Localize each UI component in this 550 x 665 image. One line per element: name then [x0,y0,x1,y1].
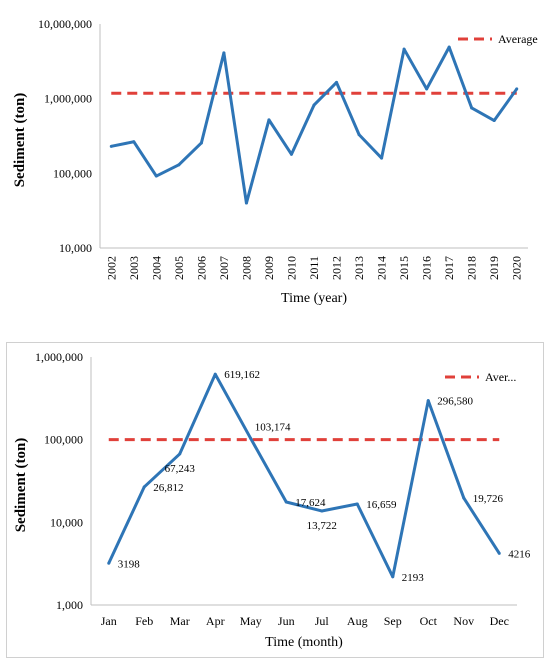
x-tick-label: Aug [347,614,368,628]
sediment-data-point [249,437,253,441]
x-tick-label: 2005 [172,256,186,280]
sediment-data-point [492,119,496,123]
legend-label: Aver... [485,370,516,384]
x-axis-title: Time (month) [265,635,343,650]
data-label: 16,659 [366,499,397,511]
x-tick-label: Oct [420,614,438,628]
sediment-data-point [335,80,339,84]
sediment-data-point [267,118,271,122]
x-tick-label: Nov [453,614,474,628]
y-tick-label: 100,000 [53,166,92,180]
data-label: 2193 [402,572,425,584]
y-tick-label: 1,000 [56,598,83,612]
x-tick-label: Mar [170,614,190,628]
y-tick-label: 10,000 [59,241,92,255]
sediment-data-point [284,500,288,504]
sediment-data-point [355,502,359,506]
x-tick-label: 2013 [352,256,366,280]
sediment-data-point [515,87,519,91]
x-tick-label: May [240,614,262,628]
x-tick-label: Apr [206,614,225,628]
data-label: 3198 [118,558,141,570]
sediment-data-point [244,201,248,205]
monthly-sediment-chart-svg: 1,000 10,000 100,000 1,000,000 Jan Feb Mar Apr M… [13,350,531,650]
x-axis-title: Time (year) [281,291,347,306]
sediment-data-point [142,485,146,489]
y-tick-label: 1,000,000 [35,350,83,364]
x-tick-label: Jun [278,614,295,628]
x-tick-label: 2002 [104,256,118,280]
sediment-data-point [109,144,113,148]
x-tick-label: 2011 [307,256,321,280]
sediment-data-point [391,575,395,579]
data-label: 4216 [508,548,531,560]
x-tick-label: 2006 [194,256,208,280]
sediment-data-point [426,399,430,403]
x-tick-label: Feb [135,614,153,628]
monthly-sediment-chart: 1,000 10,000 100,000 1,000,000 Jan Feb Mar Apr M… [6,342,544,658]
x-tick-label: 2016 [420,256,434,280]
sediment-data-point [107,561,111,565]
sediment-data-point [402,47,406,51]
annual-sediment-chart-svg: 10,000 100,000 1,000,000 10,000,000 2002 2003… [12,17,538,306]
y-tick-label: 1,000,000 [44,92,92,106]
data-label: 67,243 [165,463,196,475]
data-label: 19,726 [473,493,504,505]
data-label: 103,174 [255,422,291,434]
y-axis-title: Sediment (ton) [13,438,29,533]
y-axis-title: Sediment (ton) [12,93,28,188]
x-tick-label: 2018 [465,256,479,280]
data-label: 17,624 [295,497,326,509]
sediment-data-point [320,509,324,513]
y-tick-label: 10,000 [50,515,83,529]
x-tick-label: Dec [490,614,509,628]
sediment-data-point [177,163,181,167]
x-tick-label: 2020 [510,256,524,280]
sediment-series-line [107,372,501,579]
x-tick-label: 2014 [375,256,389,280]
x-tick-label: 2015 [397,256,411,280]
sediment-data-point [470,106,474,110]
x-tick-label: 2017 [442,256,456,280]
sediment-data-point [497,551,501,555]
x-tick-label: 2009 [262,256,276,280]
sediment-data-point [425,87,429,91]
data-label: 296,580 [437,396,473,408]
legend-label: Average [498,32,538,46]
x-tick-label: Jul [315,614,330,628]
sediment-data-point [132,140,136,144]
sediment-series-line [110,45,518,205]
data-label: 619,162 [224,369,260,381]
y-tick-label: 100,000 [44,433,83,447]
sediment-data-point [222,51,226,55]
sediment-data-point [199,141,203,145]
x-tick-label: 2007 [217,256,231,280]
x-tick-label: 2003 [127,256,141,280]
sediment-data-point [154,174,158,178]
x-tick-label: 2004 [149,256,163,280]
sediment-data-point [462,496,466,500]
x-tick-label: Sep [384,614,402,628]
sediment-data-point [289,152,293,156]
x-tick-label: 2019 [487,256,501,280]
x-tick-label: 2008 [239,256,253,280]
data-label: 26,812 [153,482,183,494]
y-tick-label: 10,000,000 [38,17,92,31]
sediment-data-point [213,372,217,376]
sediment-data-point [178,452,182,456]
sediment-data-point [357,133,361,137]
x-tick-label: 2010 [284,256,298,280]
annual-sediment-chart: 10,000 100,000 1,000,000 10,000,000 2002 2003… [6,6,544,314]
x-tick-label: Jan [101,614,117,628]
x-tick-label: 2012 [330,256,344,280]
data-label: 13,722 [307,520,337,532]
sediment-data-point [380,156,384,160]
sediment-data-point [312,103,316,107]
sediment-data-point [447,45,451,49]
